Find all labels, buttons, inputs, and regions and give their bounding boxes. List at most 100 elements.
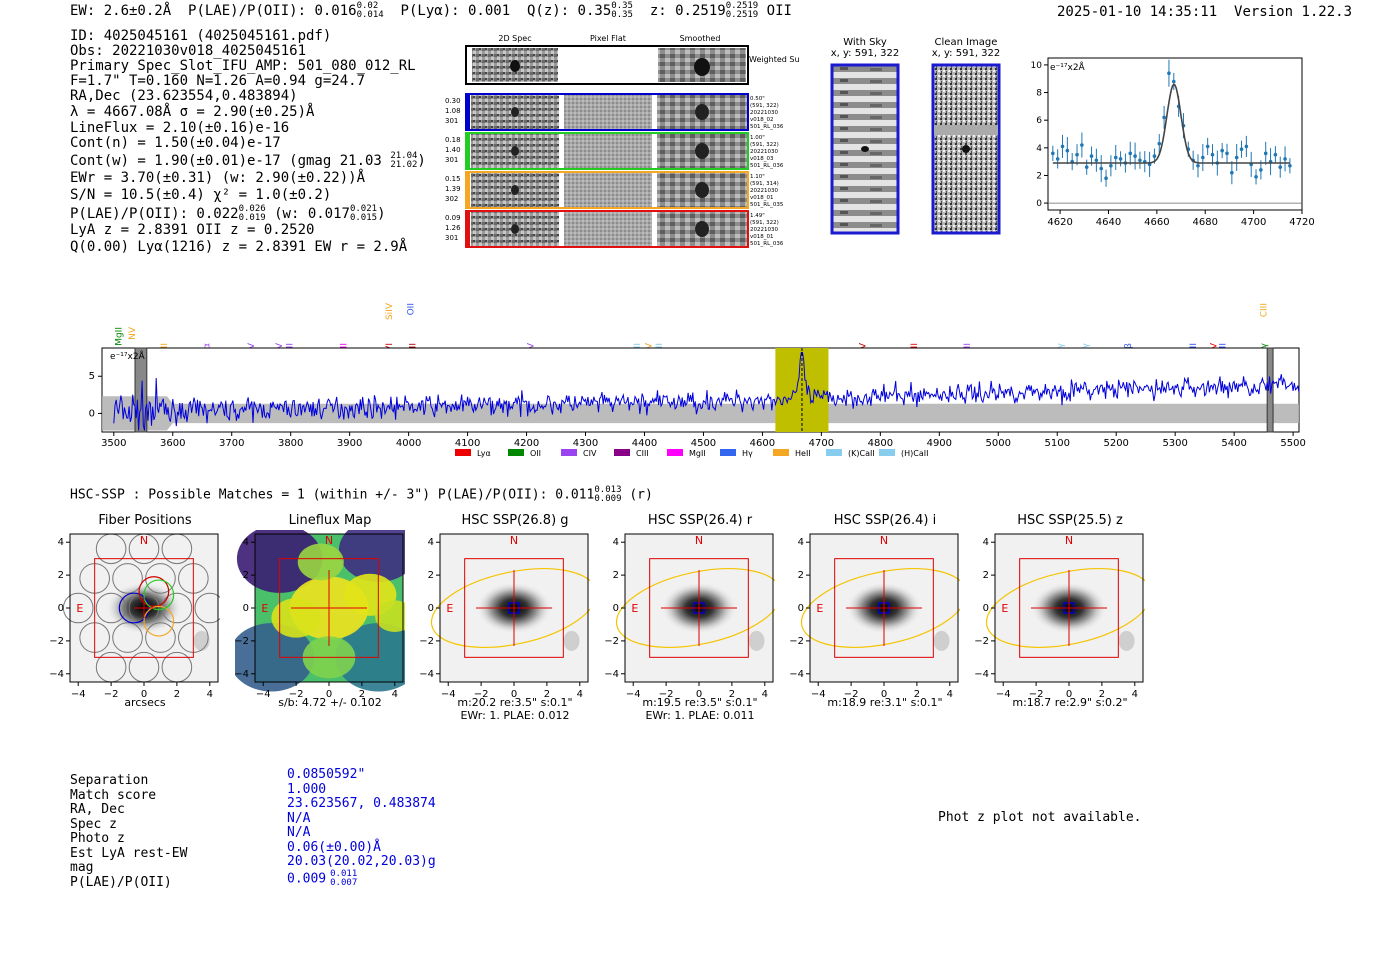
hsc-x-label: −2 — [659, 689, 674, 700]
line-fit-point — [1167, 71, 1171, 75]
spectrum-error-band — [102, 396, 1299, 431]
hsc-x-label: −4 — [71, 689, 86, 700]
spectrum-x-label: 3800 — [278, 438, 303, 449]
info-q-line: Q(0.00) Lyα(1216) z = 2.8391 EW r = 2.9Å — [70, 239, 408, 255]
line-fit-y-label: 4 — [1036, 144, 1042, 154]
spectrum-x-label: 4000 — [396, 438, 421, 449]
hsc-title-text: HSC-SSP : Possible Matches = 1 (within +… — [70, 487, 595, 503]
clean-title: Clean Image — [934, 37, 998, 48]
header-ew: EW: 2.6±0.2Å — [70, 3, 172, 19]
line-fit-point — [1084, 165, 1089, 169]
line-fit-point — [1234, 155, 1239, 160]
spectrum-x-label: 4800 — [868, 438, 893, 449]
hsc-panel-plot: N E −4 −4 −2 −2 0 0 2 2 4 4 — [50, 533, 220, 700]
legend-label: HeII — [795, 449, 811, 458]
match-value-text: N/A — [287, 810, 311, 826]
hsc-y-label: −2 — [420, 636, 434, 647]
match-label: mag — [70, 860, 94, 875]
cutout-flat-image — [564, 134, 652, 168]
spectrum-y-label: 0 — [89, 408, 95, 419]
hsc-y-label: 0 — [983, 603, 989, 614]
col-header-smooth: Smoothed — [680, 34, 721, 43]
match-label: Est LyA rest-EW — [70, 845, 188, 861]
header-qz-hi: 0.35 — [611, 1, 633, 11]
col-header-flat: Pixel Flat — [590, 34, 626, 43]
info-plae-w-lo: 0.015 — [349, 213, 378, 223]
hsc-y-label: −4 — [420, 669, 434, 680]
clean-xy: x, y: 591, 322 — [931, 48, 1001, 59]
hsc-panel-title: HSC SSP(25.5) z — [1017, 513, 1123, 528]
hsc-panel-caption: m:19.5 re:3.5" s:0.1" — [642, 696, 758, 709]
cutout-smooth-blob — [695, 104, 709, 120]
hsc-x-label: 0 — [511, 689, 517, 700]
line-fit-point — [1051, 151, 1055, 156]
weighted-smooth-blob — [694, 58, 710, 76]
line-fit-y-label: 10 — [1031, 61, 1043, 71]
info-plae-text: P(LAE)/P(OII): 0.022 — [70, 206, 239, 222]
line-fit-x-label: 4640 — [1096, 217, 1121, 228]
legend-swatch — [773, 449, 789, 456]
hsc-title-lo: 0.009 — [594, 494, 622, 504]
info-contw-hi: 21.04 — [390, 151, 418, 161]
line-fit-frame — [1047, 57, 1303, 211]
header-qz-lo: 0.35 — [611, 10, 633, 20]
spectrum-x-label: 3900 — [337, 438, 362, 449]
legend-swatch — [720, 449, 736, 456]
north-label: N — [880, 534, 888, 547]
info-contw: Cont(w) = 1.90(±0.01)e-17 (gmag 21.03 21… — [70, 151, 426, 170]
hsc-y-label: −4 — [975, 669, 989, 680]
hsc-y-label: 2 — [613, 570, 619, 581]
cutout-row-left-label: 1.39 — [445, 185, 461, 193]
line-fit-point — [1089, 154, 1094, 158]
search-box — [464, 558, 564, 658]
clean-source — [962, 145, 970, 153]
fiber-circle — [161, 592, 193, 624]
hsc-x-label: −2 — [289, 689, 304, 700]
line-fit-point — [1254, 175, 1258, 179]
masked-region — [134, 347, 148, 433]
east-label: E — [1001, 602, 1008, 615]
line-fit-point — [1060, 144, 1065, 149]
east-label: E — [261, 602, 268, 615]
lineflux-blob — [297, 543, 344, 581]
line-id-label: SiIV — [385, 302, 395, 320]
hsc-y-label: 2 — [58, 570, 64, 581]
hsc-panel-caption: m:18.9 re:3.1" s:0.1" — [827, 696, 943, 709]
line-fit-point — [1094, 158, 1099, 163]
legend-label: (H)CaII — [901, 449, 928, 458]
hsc-x-label: 2 — [359, 689, 365, 700]
with-sky-xy: x, y: 591, 322 — [830, 48, 900, 59]
cutout-row-right-label: 501_RL_036 — [750, 124, 784, 130]
hsc-y-label: 2 — [983, 570, 989, 581]
cutout-row-right-label: (591, 322) — [750, 142, 779, 148]
match-value: 0.06(±0.00)Å — [287, 839, 381, 856]
match-value: 0.009 0.011 0.007 — [287, 869, 357, 888]
hsc-panel-caption: arcsecs — [124, 696, 166, 709]
hsc-y-label: −4 — [50, 669, 64, 680]
header-line: OII — [766, 3, 792, 19]
line-fit-point — [1162, 115, 1166, 120]
cutout-row-right-label: v018_03 — [750, 156, 774, 162]
hsc-x-label: −4 — [441, 689, 456, 700]
match-value: 0.0850592" — [287, 767, 365, 783]
weighted-sum-frame — [465, 45, 749, 85]
cutout-row-left-label: 302 — [445, 195, 458, 203]
match-value: 1.000 — [287, 782, 326, 798]
line-fit-point — [1171, 79, 1176, 84]
match-value-text: 0.06(±0.00)Å — [287, 839, 381, 855]
fiber-circle — [194, 592, 220, 624]
line-fit-point — [1075, 152, 1079, 157]
cutout-row-right-label: (591, 322) — [750, 103, 779, 109]
cutout-row-right-label: 20221030 — [750, 110, 778, 116]
cutout-source-blob — [511, 146, 519, 156]
search-box — [94, 558, 194, 658]
legend-label: OII — [530, 449, 541, 458]
hsc-panel-caption: s/b: 4.72 +/- 0.102 — [278, 696, 382, 709]
hsc-y-label: 0 — [613, 603, 619, 614]
spectrum-x-label: 5100 — [1045, 438, 1070, 449]
info-obs: Obs: 20221030v018_4025045161 — [70, 43, 307, 59]
header-z-hi: 0.2519 — [725, 1, 759, 11]
hsc-panel-title: HSC SSP(26.4) r — [647, 513, 753, 528]
fiber-circle — [112, 563, 143, 594]
